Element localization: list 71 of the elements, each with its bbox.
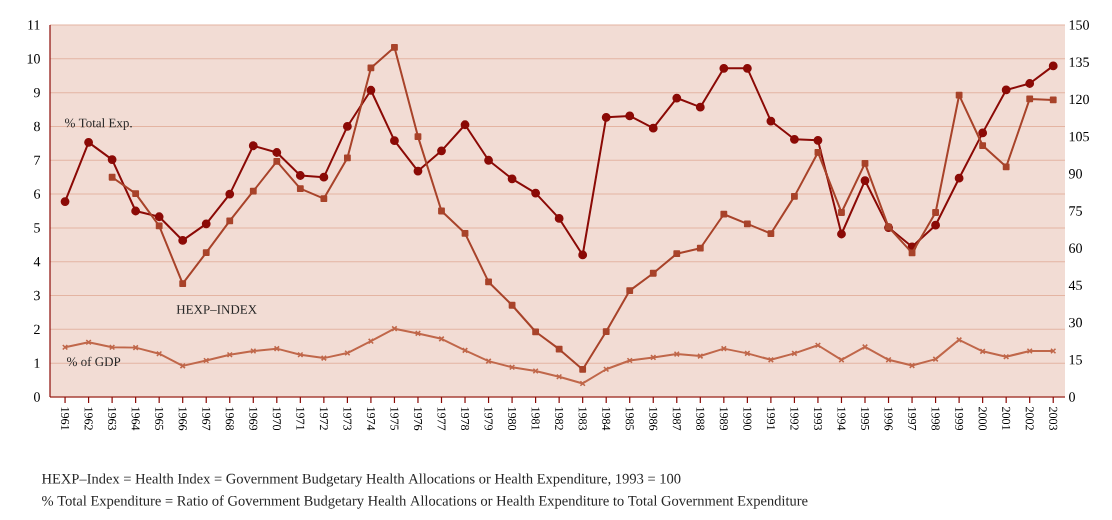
x-tick-label: 1983 bbox=[578, 407, 587, 431]
x-tick-label: 1964 bbox=[131, 407, 140, 431]
x-tick-label: 1974 bbox=[366, 407, 375, 431]
series-label: % Total Exp. bbox=[65, 118, 132, 130]
y2-tick-label: 105 bbox=[1069, 131, 1089, 142]
y2-tick-label: 135 bbox=[1069, 57, 1089, 67]
y2-tick-label: 75 bbox=[1069, 206, 1082, 216]
y2-tick-label: 30 bbox=[1069, 317, 1082, 328]
y-tick-label: 9 bbox=[33, 87, 40, 98]
y-tick-label: 3 bbox=[34, 290, 40, 301]
x-tick-label: 1988 bbox=[696, 407, 705, 431]
x-tick-label: 1996 bbox=[884, 407, 893, 431]
x-tick-label: 2002 bbox=[1025, 407, 1034, 430]
y2-tick-label: 90 bbox=[1068, 169, 1082, 179]
x-tick-label: 1972 bbox=[319, 407, 328, 430]
x-tick-label: 1968 bbox=[225, 407, 234, 431]
y2-tick-label: 0 bbox=[1069, 392, 1075, 402]
x-tick-label: 1965 bbox=[155, 407, 164, 431]
x-tick-label: 1992 bbox=[790, 407, 799, 430]
y-tick-label: 1 bbox=[34, 358, 40, 368]
text: % Total Expenditure = Ratio of Government Budgetary Health Allocations or Health Expenditure to Total Government Expenditure bbox=[42, 495, 808, 509]
y-tick-label: 6 bbox=[34, 189, 41, 199]
y-tick-label: 5 bbox=[34, 223, 40, 233]
x-tick-label: 1984 bbox=[602, 407, 611, 431]
y2-tick-label: 45 bbox=[1068, 280, 1082, 291]
y-tick-label: 7 bbox=[34, 155, 41, 165]
text: HEXP–Index = Health Index = Government Budgetary Health Allocations or Health Expenditure, 1993 = 100 bbox=[41, 473, 681, 487]
y-tick-label: 11 bbox=[28, 20, 40, 30]
x-tick-label: 1995 bbox=[860, 407, 870, 431]
x-tick-label: 1994 bbox=[837, 407, 846, 431]
x-tick-label: 1999 bbox=[955, 407, 964, 431]
x-tick-label: 1977 bbox=[437, 407, 446, 431]
x-tick-label: 1963 bbox=[108, 407, 117, 431]
x-tick-label: 1980 bbox=[508, 407, 517, 431]
y-tick-label: 0 bbox=[34, 392, 40, 402]
x-tick-label: 1971 bbox=[296, 407, 305, 430]
y-tick-label: 10 bbox=[27, 54, 40, 64]
y2-tick-label: 150 bbox=[1069, 20, 1089, 30]
x-tick-label: 1986 bbox=[649, 407, 658, 431]
x-tick-label: 1970 bbox=[272, 407, 281, 431]
y-tick-label: 2 bbox=[34, 324, 40, 334]
x-tick-label: 2003 bbox=[1049, 407, 1058, 431]
y2-tick-label: 120 bbox=[1069, 94, 1089, 105]
series-label: HEXP–INDEX bbox=[176, 305, 257, 314]
x-tick-label: 2000 bbox=[978, 407, 987, 431]
x-tick-label: 1962 bbox=[84, 407, 93, 430]
x-tick-label: 1981 bbox=[531, 407, 540, 430]
x-tick-label: 1969 bbox=[249, 407, 258, 431]
x-tick-label: 1997 bbox=[908, 407, 917, 431]
y-tick-label: 4 bbox=[33, 257, 41, 267]
x-tick-label: 1990 bbox=[743, 407, 752, 431]
x-tick-label: 1966 bbox=[178, 407, 187, 431]
y2-tick-label: 15 bbox=[1069, 355, 1082, 365]
x-tick-label: 1987 bbox=[672, 407, 681, 431]
x-tick-label: 2001 bbox=[1002, 407, 1011, 430]
x-tick-label: 1982 bbox=[555, 407, 564, 430]
x-tick-label: 1998 bbox=[931, 407, 940, 431]
x-tick-label: 1961 bbox=[61, 407, 70, 430]
x-tick-label: 1985 bbox=[625, 407, 634, 431]
series-label: % of GDP bbox=[67, 356, 121, 367]
x-tick-label: 1975 bbox=[390, 407, 399, 431]
x-tick-label: 1973 bbox=[343, 407, 352, 431]
x-tick-label: 1993 bbox=[813, 407, 822, 431]
x-tick-label: 1967 bbox=[202, 407, 211, 431]
x-tick-label: 1991 bbox=[766, 407, 775, 430]
x-tick-label: 1976 bbox=[413, 407, 423, 431]
y-tick-label: 8 bbox=[34, 121, 40, 132]
x-tick-label: 1979 bbox=[484, 407, 493, 431]
y2-tick-label: 60 bbox=[1069, 243, 1082, 253]
x-tick-label: 1978 bbox=[460, 407, 470, 431]
x-tick-label: 1989 bbox=[719, 407, 728, 431]
